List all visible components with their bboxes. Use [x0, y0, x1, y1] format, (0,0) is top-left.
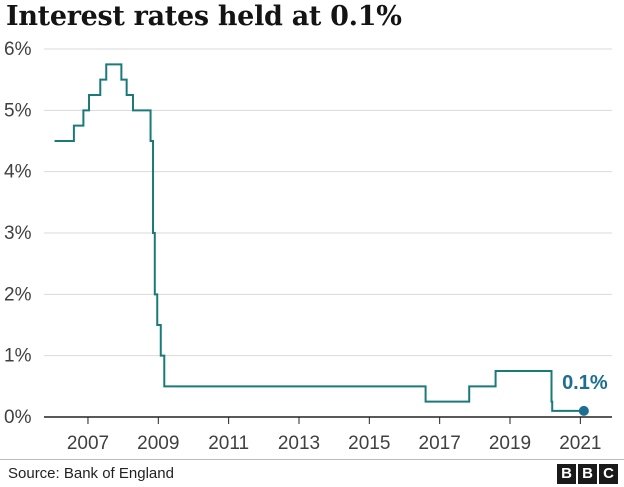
- y-axis-ticks: 0% 1% 2% 3% 4% 5% 6%: [4, 39, 32, 428]
- source-note: Source: Bank of England: [8, 465, 174, 482]
- line-chart: 0%1%2%3%4%5%6% 2007 2009 2011 2013 2015 2017 2…: [4, 39, 612, 454]
- y-tick-label: 6%: [4, 39, 32, 60]
- bbc-logo-letter: C: [599, 464, 618, 484]
- chart-title: Interest rates held at 0.1%: [6, 1, 402, 32]
- end-value-label: 0.1%: [562, 372, 608, 394]
- y-tick-label: 0%: [4, 407, 32, 428]
- x-tick-label: 2021: [559, 433, 601, 454]
- x-tick-label: 2009: [137, 433, 179, 454]
- y-tick-label: 1%: [4, 346, 32, 367]
- series-line-bank-rate: [54, 63, 584, 412]
- y-tick-label: 5%: [4, 100, 32, 121]
- x-tick-label: 2017: [419, 433, 461, 454]
- y-tick-label: 3%: [4, 223, 32, 244]
- end-point-marker: [578, 405, 589, 416]
- bbc-logo-letter: B: [557, 464, 576, 484]
- footer-divider: [0, 459, 624, 460]
- gridlines: [44, 48, 612, 357]
- x-tick-label: 2011: [208, 433, 249, 454]
- x-tick-label: 2013: [278, 433, 320, 454]
- x-tick-label: 2015: [348, 433, 390, 454]
- bbc-logo-letter: B: [578, 464, 597, 484]
- x-axis-ticks: 2007 2009 2011 2013 2015 2017 2019 2021: [67, 417, 601, 454]
- x-tick-label: 2019: [489, 433, 531, 454]
- y-tick-label: 4%: [4, 162, 32, 183]
- x-tick-label: 2007: [67, 433, 109, 454]
- y-tick-label: 2%: [4, 284, 32, 305]
- bbc-logo: B B C: [557, 464, 618, 484]
